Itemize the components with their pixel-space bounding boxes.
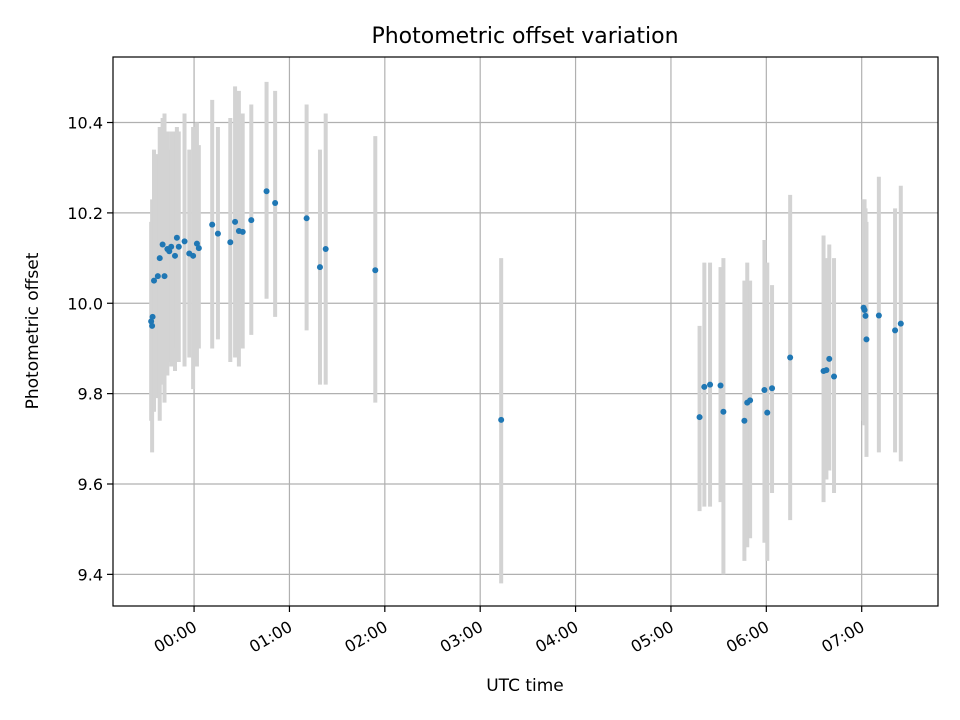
data-point [741,417,748,424]
data-point [173,234,180,241]
y-tick-label: 10.2 [67,204,103,223]
plot-frame [112,56,939,607]
data-point [156,255,163,262]
data-point [875,312,882,319]
data-point [263,188,270,195]
data-point [696,414,703,421]
data-point [148,318,155,325]
y-tick-label: 9.6 [78,475,103,494]
data-point [272,199,279,206]
data-point [720,408,727,415]
y-axis-ticks: 9.4 9.6 9.8 10.0 10.2 10.4 [67,114,113,584]
y-axis-label: Photometric offset [23,252,43,409]
data-point [161,273,168,280]
data-point [769,385,776,392]
data-point [168,243,175,250]
data-point [747,397,754,404]
data-point [175,243,182,250]
data-point [862,312,869,319]
data-point [214,230,221,237]
data-point [303,215,310,222]
chart-title: Photometric offset variation [371,24,678,49]
y-tick-label: 9.4 [78,565,103,584]
data-point [787,354,794,361]
data-point [823,367,830,374]
data-point [232,218,239,225]
data-point [764,409,771,416]
data-point [761,387,768,394]
data-point [190,252,197,259]
data-point [195,245,202,252]
data-point [159,241,166,248]
data-point [831,373,838,380]
data-point [316,264,323,271]
data-point [717,382,724,389]
y-tick-label: 10.4 [67,114,103,133]
y-tick-label: 10.0 [67,294,103,313]
data-point [193,240,200,247]
data-point [154,273,161,280]
grid-lines [113,57,938,606]
data-point [707,381,714,388]
data-point [149,322,156,329]
data-point [701,383,708,390]
data-point [322,246,329,253]
y-tick-label: 9.8 [78,385,103,404]
data-points [148,188,904,424]
data-point [892,327,899,334]
data-point [498,416,505,423]
x-axis-label: UTC time [486,676,564,696]
data-point [149,313,156,320]
data-point [181,238,188,245]
data-point [209,221,216,228]
data-point [171,252,178,259]
data-point [239,228,246,235]
data-point [863,336,870,343]
data-point [372,267,379,274]
data-point [826,355,833,362]
data-point [166,248,173,255]
data-point [248,217,255,224]
data-point [861,307,868,314]
data-point [151,277,158,284]
data-point [897,320,904,327]
data-point [227,239,234,246]
